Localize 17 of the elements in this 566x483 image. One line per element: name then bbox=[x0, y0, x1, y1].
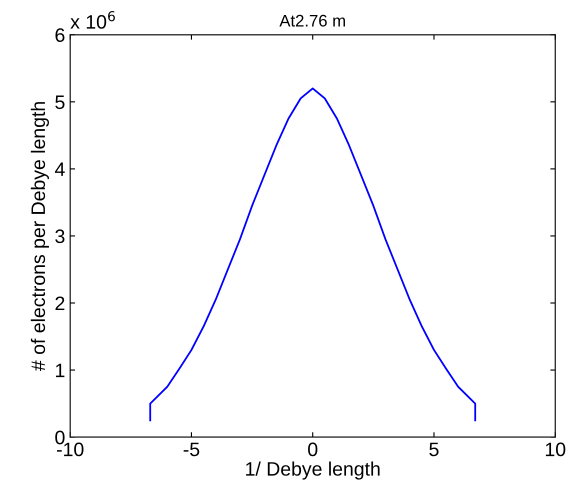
x-tick-label: -10 bbox=[56, 442, 84, 456]
y-tick-label: 4 bbox=[54, 162, 65, 176]
y-tick-label: 2 bbox=[55, 296, 64, 310]
text: x 10$^{6}$ bbox=[70, 11, 115, 29]
x-tick-label: 5 bbox=[429, 442, 439, 456]
chart-title: At2.76 m bbox=[279, 14, 345, 27]
y-tick-label: 3 bbox=[55, 229, 64, 244]
y-axis-title: # of electrons per Debye length bbox=[30, 102, 49, 371]
y-tick-label: 0 bbox=[55, 430, 65, 444]
x-tick-label: 0 bbox=[308, 442, 318, 456]
y-tick-label: 5 bbox=[55, 96, 65, 110]
x-tick-label: 10 bbox=[546, 442, 566, 456]
y-tick-label: 6 bbox=[55, 28, 64, 42]
line-series bbox=[149, 88, 476, 422]
y-tick-label: 1 bbox=[56, 364, 64, 378]
x-tick-label: -5 bbox=[184, 442, 200, 456]
x-axis-title: 1/ Debye length bbox=[246, 461, 380, 480]
